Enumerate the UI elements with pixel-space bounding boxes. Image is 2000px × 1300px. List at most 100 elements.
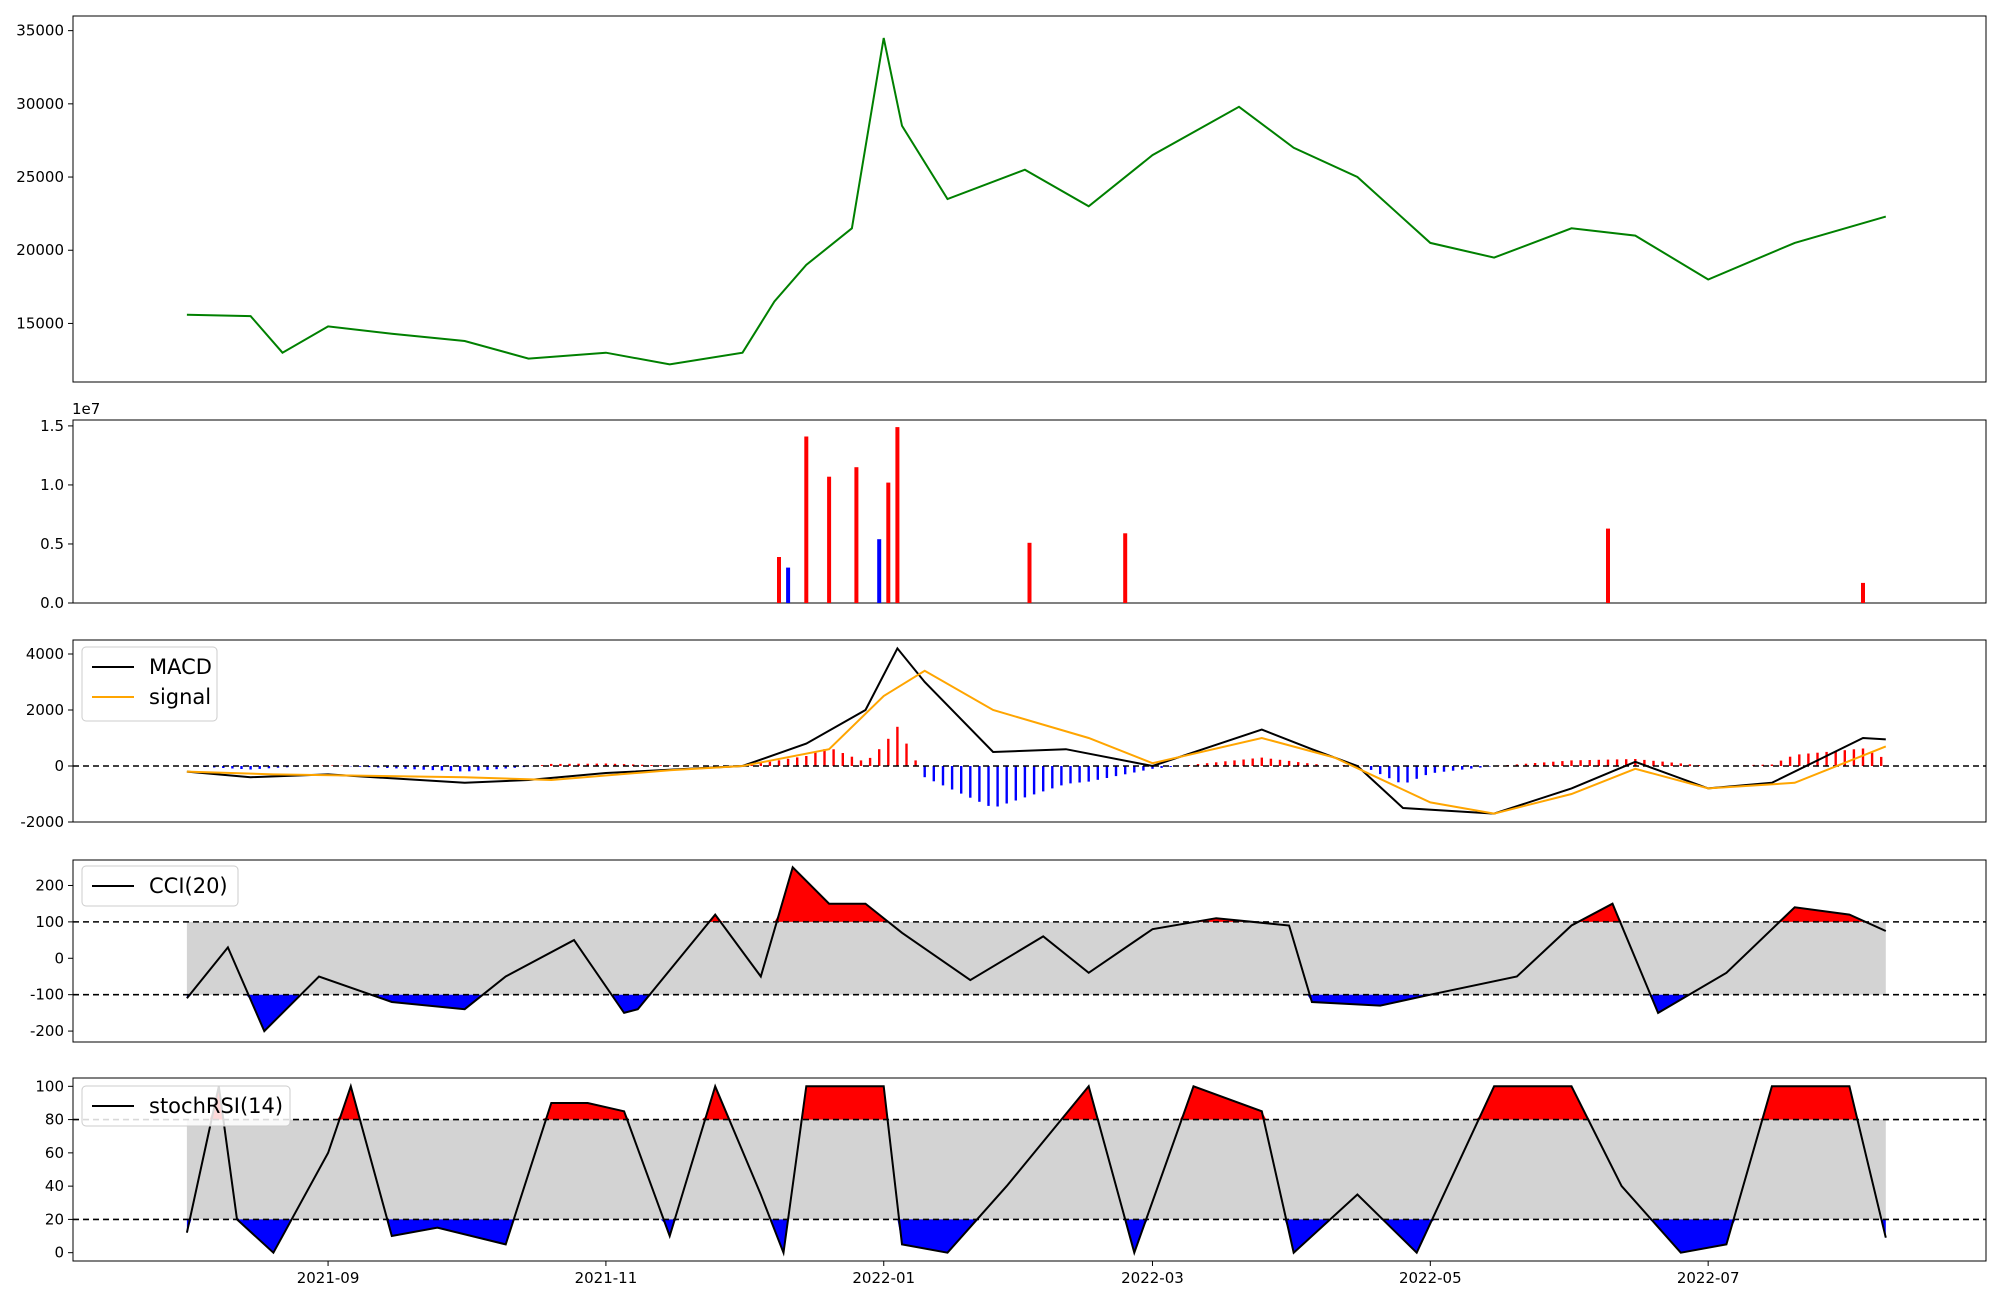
macd-hist-bar xyxy=(1779,760,1783,766)
macd-hist-bar xyxy=(1798,754,1801,766)
macd-hist-bar xyxy=(1697,765,1701,766)
macd-hist-bar xyxy=(586,763,589,766)
volume-bar xyxy=(777,557,781,603)
macd-hist-bar xyxy=(413,766,416,770)
price-panel: 15000 20000 25000 30000 35000 xyxy=(16,15,1987,383)
macd-hist-bar xyxy=(1807,753,1810,766)
macd-hist-bar xyxy=(1433,766,1437,773)
macd-hist-bar xyxy=(495,766,498,770)
macd-hist-bar xyxy=(987,766,990,806)
macd-hist-bar xyxy=(486,766,489,770)
volume-bar xyxy=(1027,542,1032,603)
macd-hist-bar xyxy=(768,761,772,766)
macd-hist-bar xyxy=(1488,766,1491,767)
macd-hist-bar xyxy=(1688,764,1692,767)
cci-neutral-band xyxy=(186,921,1886,995)
macd-hist-bar xyxy=(568,763,571,766)
cci-y-tick-label: 0 xyxy=(54,949,64,967)
macd-hist-bar xyxy=(267,766,271,769)
x-tick-label: 2022-05 xyxy=(1399,1269,1462,1287)
x-tick-label: 2022-03 xyxy=(1121,1269,1184,1287)
macd-axes-frame xyxy=(72,639,1987,823)
volume-bar xyxy=(886,482,891,603)
macd-y-tick-label: -2000 xyxy=(20,813,64,831)
macd-hist-bar xyxy=(468,766,471,772)
volume-y-tick-label: 0.0 xyxy=(40,594,64,612)
macd-hist-bar xyxy=(613,763,617,766)
macd-panel: -2000 0 2000 4000 MACD signal xyxy=(20,639,1987,831)
macd-hist-bar xyxy=(1060,766,1063,786)
macd-hist-bar xyxy=(1051,766,1054,789)
stochrsi-y-tick-label: 0 xyxy=(54,1244,64,1262)
stochrsi-series-line xyxy=(185,1082,1887,1257)
macd-hist-bar xyxy=(1770,764,1774,766)
stochrsi-y-tick-label: 40 xyxy=(45,1177,64,1195)
macd-y-tick-label: 4000 xyxy=(26,645,64,663)
macd-hist-bar xyxy=(1406,766,1409,783)
macd-hist-bar xyxy=(1205,763,1209,766)
cci-y-tick-label: -100 xyxy=(30,986,64,1004)
x-tick-label: 2021-09 xyxy=(297,1269,360,1287)
macd-hist-bar xyxy=(1379,766,1382,775)
macd-hist-bar xyxy=(750,764,753,766)
macd-hist-bar xyxy=(914,760,917,766)
macd-hist-bar xyxy=(595,763,598,766)
x-tick-label: 2021-11 xyxy=(575,1269,638,1287)
price-y-tick-label: 30000 xyxy=(16,95,64,113)
macd-hist-bar xyxy=(1114,766,1118,777)
macd-hist-bar xyxy=(1870,752,1874,766)
macd-hist-bar xyxy=(240,766,243,769)
stochrsi-legend-label: stochRSI(14) xyxy=(149,1094,283,1118)
x-tick-label: 2022-07 xyxy=(1677,1269,1740,1287)
macd-legend-label: MACD xyxy=(149,655,212,679)
macd-hist-bar xyxy=(1661,761,1664,766)
macd-hist-bar xyxy=(1788,756,1792,766)
macd-hist-bar xyxy=(1552,761,1555,766)
macd-hist-bar xyxy=(805,756,808,766)
macd-hist-bar xyxy=(823,749,826,766)
macd-hist-bar xyxy=(1615,759,1619,766)
macd-hist-bar xyxy=(1415,766,1418,779)
cci-legend-label: CCI(20) xyxy=(149,874,228,898)
macd-y-tick-label: 2000 xyxy=(26,701,64,719)
macd-hist-bar xyxy=(258,766,261,769)
macd-hist-bar xyxy=(1579,760,1582,766)
macd-hist-bar xyxy=(887,738,890,766)
macd-hist-bar xyxy=(1133,766,1136,773)
macd-hist-bar xyxy=(650,765,653,766)
macd-hist-bar xyxy=(1078,766,1081,783)
macd-hist-bar xyxy=(1269,758,1273,766)
macd-hist-bar xyxy=(1032,766,1036,795)
macd-hist-bar xyxy=(978,766,981,802)
price-y-tick-label: 25000 xyxy=(16,168,64,186)
macd-hist-bar xyxy=(404,766,407,769)
macd-hist-bar xyxy=(540,765,544,766)
macd-hist-bar xyxy=(1215,762,1218,766)
macd-hist-bar xyxy=(1278,759,1282,766)
cci-legend-box xyxy=(81,865,239,907)
macd-hist-bar xyxy=(1397,766,1400,783)
macd-hist-bar xyxy=(1461,766,1464,770)
macd-hist-bar xyxy=(1880,756,1883,766)
macd-hist-bar xyxy=(923,766,926,778)
macd-hist-bar xyxy=(850,756,854,766)
macd-hist-bar xyxy=(641,764,644,766)
macd-hist-bar xyxy=(1825,751,1828,766)
macd-hist-bar xyxy=(1570,760,1573,766)
macd-hist-bar xyxy=(1451,766,1455,771)
signal-series-line xyxy=(186,669,1887,815)
volume-offset-label: 1e7 xyxy=(72,400,100,418)
macd-hist-bar xyxy=(1625,759,1628,766)
macd-hist-bar xyxy=(1852,749,1856,766)
macd-hist-bar xyxy=(1169,766,1172,767)
stochrsi-y-tick-label: 60 xyxy=(45,1144,64,1162)
macd-hist-bar xyxy=(1843,750,1846,766)
macd-hist-bar xyxy=(1606,759,1610,766)
macd-hist-bar xyxy=(1142,766,1145,771)
cci-y-ticks: -200 -100 0 100 200 xyxy=(30,876,73,1040)
macd-hist-bar xyxy=(249,766,252,770)
macd-hist-bar xyxy=(759,763,762,766)
macd-y-tick-label: 0 xyxy=(54,757,64,775)
volume-bar xyxy=(804,436,809,603)
